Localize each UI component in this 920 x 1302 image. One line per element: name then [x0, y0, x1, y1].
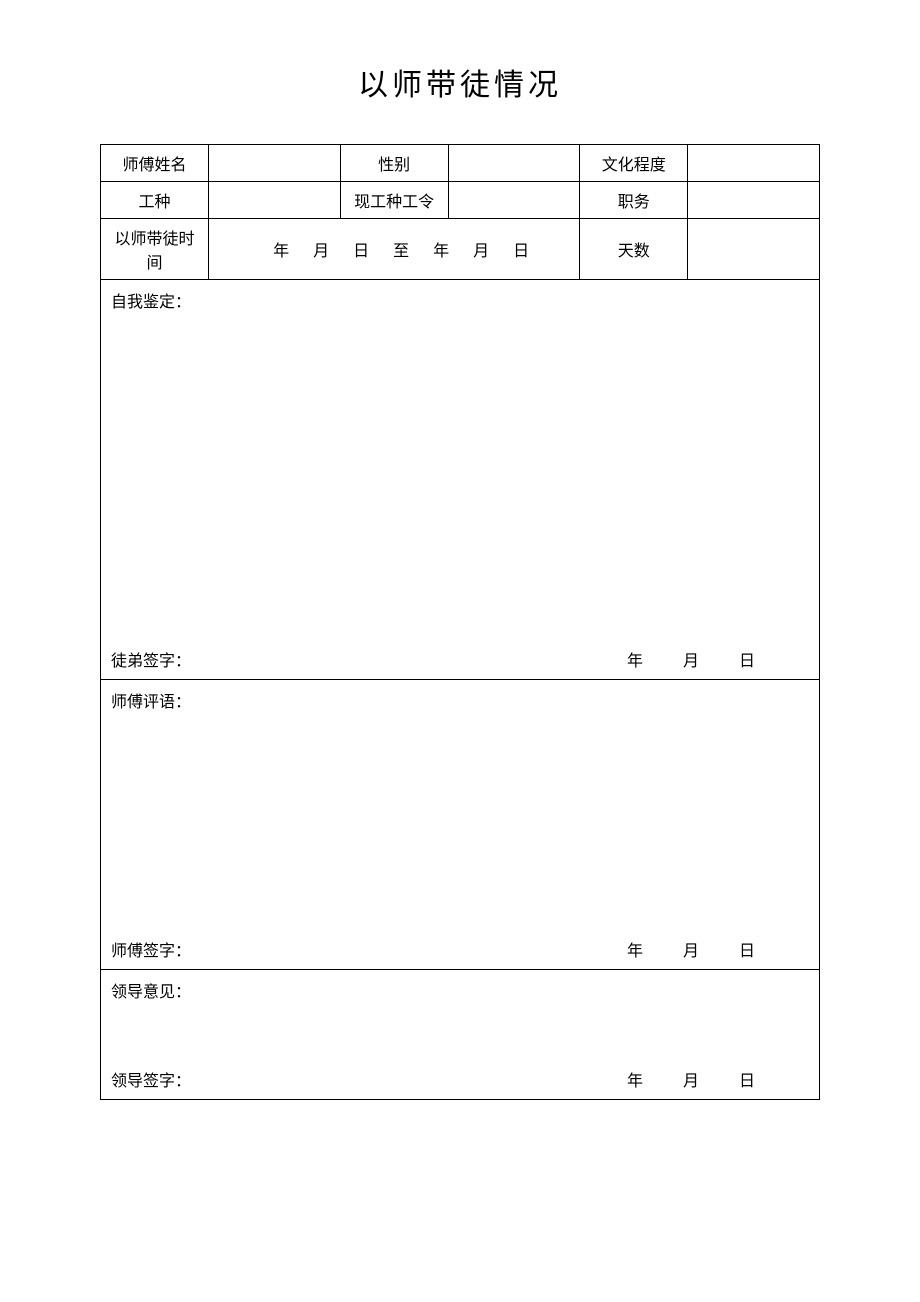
label-master-sign: 师傅签字：: [111, 937, 191, 961]
signature-row-master: 师傅签字： 年 月 日: [111, 931, 809, 961]
value-trade: [208, 182, 340, 219]
year-char: 年: [273, 243, 291, 260]
row-period: 以师带徒时间 年 月 日 至 年 月 日 天数: [101, 219, 820, 280]
label-master-name: 师傅姓名: [101, 145, 209, 182]
label-position: 职务: [580, 182, 688, 219]
label-master-evaluation: 师傅评语：: [111, 688, 809, 712]
value-gender: [448, 145, 580, 182]
month-char: 月: [313, 243, 331, 260]
day-char: 日: [739, 653, 759, 670]
value-position: [688, 182, 820, 219]
month-char: 月: [683, 943, 703, 960]
cell-self-evaluation: 自我鉴定： 徒弟签字： 年 月 日: [101, 280, 820, 680]
label-education: 文化程度: [580, 145, 688, 182]
label-gender: 性别: [340, 145, 448, 182]
row-leader-opinion: 领导意见： 领导签字： 年 月 日: [101, 970, 820, 1100]
label-seniority: 现工种工令: [340, 182, 448, 219]
signature-row-leader: 领导签字： 年 月 日: [111, 1061, 809, 1091]
date-apprentice: 年 月 日: [599, 647, 809, 671]
month-char: 月: [683, 1073, 703, 1090]
label-leader-opinion: 领导意见：: [111, 978, 809, 1002]
cell-master-evaluation: 师傅评语： 师傅签字： 年 月 日: [101, 680, 820, 970]
label-apprentice-sign: 徒弟签字：: [111, 647, 191, 671]
date-leader: 年 月 日: [599, 1067, 809, 1091]
day-char: 日: [739, 1073, 759, 1090]
value-master-name: [208, 145, 340, 182]
day-char: 日: [353, 243, 371, 260]
year-char: 年: [627, 653, 647, 670]
year-char-2: 年: [433, 243, 451, 260]
day-char: 日: [739, 943, 759, 960]
label-self-evaluation: 自我鉴定：: [111, 288, 809, 312]
row-master-info: 师傅姓名 性别 文化程度: [101, 145, 820, 182]
year-char: 年: [627, 943, 647, 960]
value-education: [688, 145, 820, 182]
signature-row-apprentice: 徒弟签字： 年 月 日: [111, 641, 809, 671]
form-table: 师傅姓名 性别 文化程度 工种 现工种工令 职务 以师带徒时间 年 月 日 至 …: [100, 144, 820, 1100]
page-title: 以师带徒情况: [100, 60, 820, 104]
label-days: 天数: [580, 219, 688, 280]
date-master: 年 月 日: [599, 937, 809, 961]
row-trade-info: 工种 现工种工令 职务: [101, 182, 820, 219]
month-char: 月: [683, 653, 703, 670]
cell-leader-opinion: 领导意见： 领导签字： 年 月 日: [101, 970, 820, 1100]
month-char-2: 月: [473, 243, 491, 260]
to-char: 至: [393, 243, 411, 260]
row-self-evaluation: 自我鉴定： 徒弟签字： 年 月 日: [101, 280, 820, 680]
row-master-evaluation: 师傅评语： 师傅签字： 年 月 日: [101, 680, 820, 970]
day-char-2: 日: [513, 243, 531, 260]
label-leader-sign: 领导签字：: [111, 1067, 191, 1091]
value-period: 年 月 日 至 年 月 日: [208, 219, 579, 280]
year-char: 年: [627, 1073, 647, 1090]
label-period: 以师带徒时间: [101, 219, 209, 280]
label-trade: 工种: [101, 182, 209, 219]
value-days: [688, 219, 820, 280]
value-seniority: [448, 182, 580, 219]
